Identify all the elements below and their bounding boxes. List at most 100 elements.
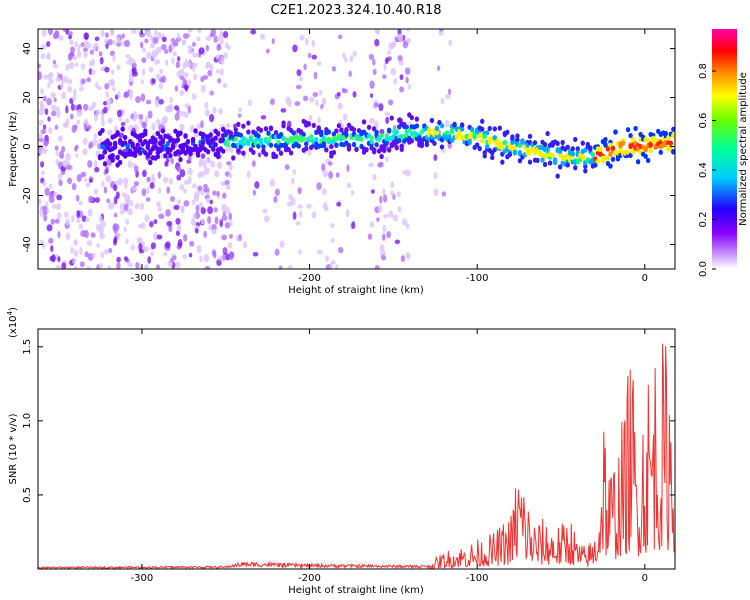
heatmap-signal-cell (306, 121, 311, 127)
heatmap-noise-cell (166, 220, 173, 227)
heatmap-noise-cell (311, 39, 316, 48)
heatmap-noise-cell (169, 96, 174, 104)
heatmap-noise-cell (57, 135, 64, 142)
heatmap-noise-cell (107, 129, 113, 136)
heatmap-noise-cell (287, 265, 293, 269)
heatmap-noise-cell (225, 123, 231, 128)
heatmap-noise-cell (174, 112, 180, 121)
heatmap-signal-cell (517, 158, 523, 164)
heatmap-noise-cell (447, 88, 452, 96)
heatmap-noise-cell (368, 53, 375, 60)
heatmap-noise-cell (405, 169, 411, 177)
heatmap-noise-cell (109, 201, 115, 210)
heatmap-noise-cell (440, 98, 445, 105)
heatmap-noise-cell (39, 100, 44, 107)
heatmap-noise-cell (144, 214, 150, 223)
heatmap-noise-cell (141, 121, 147, 129)
heatmap-noise-cell (62, 159, 67, 168)
heatmap-noise-cell (145, 186, 150, 195)
heatmap-noise-cell (121, 33, 126, 39)
heatmap-noise-cell (322, 170, 329, 178)
heatmap-noise-cell (320, 103, 324, 110)
y-tick-label: -20 (22, 187, 33, 203)
heatmap-noise-cell (153, 29, 158, 36)
heatmap-x-label: Height of straight line (km) (288, 285, 424, 296)
heatmap-signal-cell (178, 130, 183, 136)
heatmap-signal-cell (480, 126, 485, 132)
heatmap-noise-cell (128, 200, 134, 207)
heatmap-signal-cell (183, 142, 188, 148)
heatmap-noise-cell (211, 228, 217, 235)
heatmap-noise-cell (298, 249, 302, 255)
heatmap-noise-cell (83, 103, 89, 111)
heatmap-noise-cell (103, 106, 108, 114)
heatmap-signal-cell (138, 137, 143, 143)
heatmap-signal-cell (424, 141, 430, 148)
heatmap-signal-cell (414, 116, 420, 122)
heatmap-signal-cell (102, 149, 108, 155)
heatmap-noise-cell (51, 254, 56, 263)
heatmap-noise-cell (54, 145, 59, 151)
heatmap-noise-cell (292, 44, 298, 53)
heatmap-noise-cell (99, 232, 106, 240)
heatmap-signal-cell (311, 122, 316, 129)
heatmap-signal-cell (605, 155, 611, 161)
heatmap-noise-cell (129, 81, 133, 87)
heatmap-noise-cell (116, 64, 121, 71)
heatmap-noise-cell (404, 67, 411, 75)
heatmap-noise-cell (172, 51, 178, 57)
heatmap-noise-cell (100, 29, 105, 38)
heatmap-noise-cell (69, 39, 74, 46)
heatmap-noise-cell (292, 169, 297, 175)
heatmap-noise-cell (203, 166, 210, 176)
heatmap-noise-cell (197, 185, 203, 192)
heatmap-signal-cell (432, 140, 437, 146)
heatmap-noise-cell (65, 232, 71, 241)
heatmap-noise-cell (390, 67, 397, 76)
heatmap-noise-cell (78, 223, 84, 230)
heatmap-signal-cell (258, 140, 264, 147)
heatmap-signal-cell (231, 155, 236, 161)
y-tick-label: -40 (22, 236, 33, 252)
heatmap-noise-cell (151, 78, 156, 84)
heatmap-noise-cell (247, 99, 252, 107)
heatmap-signal-cell (447, 133, 452, 140)
heatmap-signal-cell (407, 127, 412, 133)
heatmap-noise-cell (373, 102, 379, 108)
heatmap-noise-cell (192, 213, 197, 219)
heatmap-noise-cell (177, 239, 183, 248)
heatmap-noise-cell (42, 210, 48, 215)
heatmap-signal-cell (331, 149, 337, 156)
heatmap-signal-cell (394, 145, 399, 151)
heatmap-noise-cell (90, 232, 96, 238)
snr-panel: -300 -200 -100 0 0.5 1.0 1.5 Height of straig… (6, 307, 676, 596)
heatmap-noise-cell (299, 210, 303, 219)
heatmap-noise-cell (164, 48, 169, 54)
heatmap-noise-cell (42, 95, 47, 102)
heatmap-noise-cell (176, 199, 182, 205)
heatmap-signal-cell (112, 140, 118, 146)
heatmap-noise-cell (106, 198, 111, 204)
colorbar-tick-label: 0.2 (698, 212, 709, 228)
heatmap-signal-cell (236, 121, 241, 127)
heatmap-signal-cell (190, 137, 196, 143)
heatmap-noise-cell (127, 208, 133, 216)
heatmap-noise-cell (184, 85, 189, 92)
heatmap-noise-cell (369, 117, 375, 124)
heatmap-noise-cell (141, 68, 146, 76)
heatmap-noise-cell (183, 71, 189, 78)
heatmap-noise-cell (180, 206, 184, 211)
heatmap-noise-cell (68, 34, 72, 40)
heatmap-noise-cell (386, 231, 391, 239)
heatmap-noise-cell (176, 174, 182, 181)
heatmap-noise-cell (342, 113, 348, 121)
heatmap-signal-cell (542, 141, 548, 148)
heatmap-noise-cell (196, 123, 201, 130)
heatmap-signal-cell (555, 173, 560, 179)
snr-y-axis: 0.5 1.0 1.5 (22, 339, 675, 503)
heatmap-noise-cell (205, 44, 210, 52)
heatmap-noise-cell (105, 90, 109, 99)
heatmap-noise-cell (219, 219, 224, 228)
heatmap-noise-cell (219, 37, 224, 45)
heatmap-noise-cell (91, 252, 96, 259)
